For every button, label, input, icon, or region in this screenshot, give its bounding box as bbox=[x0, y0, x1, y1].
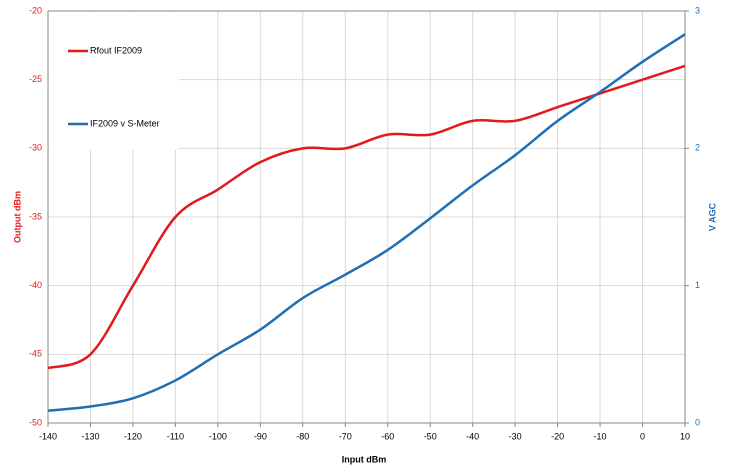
y2-tick-label: 0 bbox=[695, 417, 700, 427]
x-tick-label: 10 bbox=[680, 431, 690, 441]
y2-axis-title: V AGC bbox=[707, 202, 717, 231]
x-tick-label: -80 bbox=[296, 431, 309, 441]
x-tick-label: -140 bbox=[39, 431, 57, 441]
x-tick-label: 0 bbox=[640, 431, 645, 441]
x-tick-label: -10 bbox=[594, 431, 607, 441]
x-axis-title: Input dBm bbox=[342, 454, 387, 464]
y-tick-label: -30 bbox=[29, 143, 42, 153]
x-tick-label: -130 bbox=[81, 431, 99, 441]
y-tick-label: -45 bbox=[29, 349, 42, 359]
series-line bbox=[47, 64, 686, 370]
y-axis-title: Output dBm bbox=[12, 191, 22, 243]
y-tick-label: -20 bbox=[29, 5, 42, 15]
x-tick-label: -70 bbox=[339, 431, 352, 441]
y-tick-label: -35 bbox=[29, 211, 42, 221]
y2-tick-label: 1 bbox=[695, 280, 700, 290]
x-tick-label: -50 bbox=[424, 431, 437, 441]
x-tick-label: -40 bbox=[466, 431, 479, 441]
x-tick-label: -100 bbox=[209, 431, 227, 441]
x-tick-label: -110 bbox=[167, 431, 184, 441]
legend-label: Rfout IF2009 bbox=[90, 45, 142, 55]
x-tick-label: -120 bbox=[124, 431, 142, 441]
y-tick-label: -25 bbox=[29, 74, 42, 84]
x-tick-label: -20 bbox=[551, 431, 564, 441]
y2-tick-label: 2 bbox=[695, 143, 700, 153]
x-tick-label: -90 bbox=[254, 431, 267, 441]
plot-frame bbox=[47, 10, 686, 424]
x-tick-label: -30 bbox=[509, 431, 522, 441]
legend-box bbox=[49, 12, 179, 150]
y2-tick-label: 3 bbox=[695, 5, 700, 15]
y-tick-label: -40 bbox=[29, 280, 42, 290]
x-tick-label: -60 bbox=[381, 431, 394, 441]
series-line bbox=[47, 33, 686, 412]
legend-label: IF2009 v S-Meter bbox=[90, 118, 160, 128]
y-tick-label: -50 bbox=[29, 417, 42, 427]
